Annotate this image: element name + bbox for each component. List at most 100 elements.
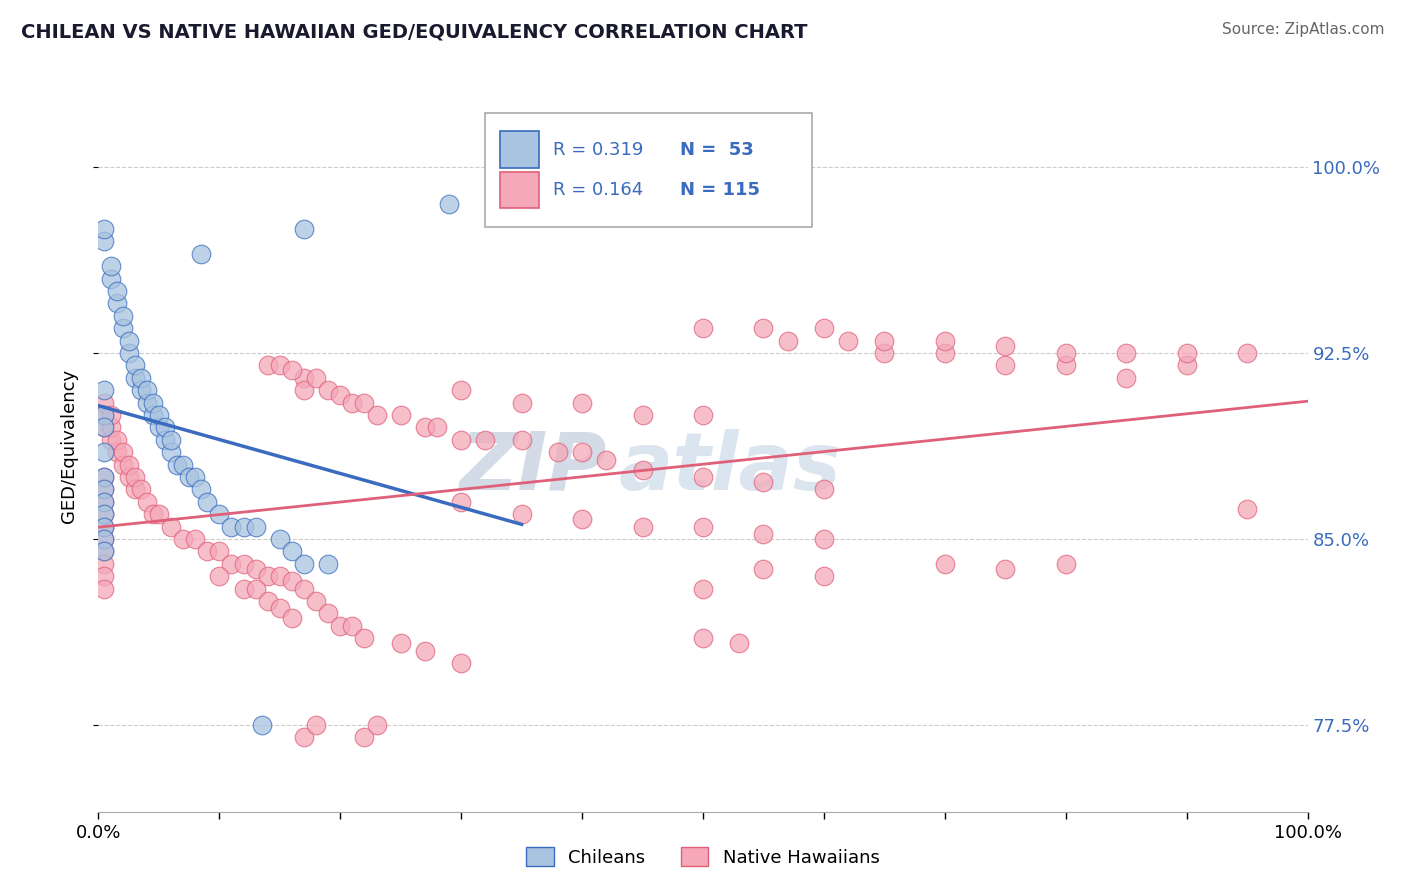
Point [692, 408, 714, 422]
Point [93, 483, 115, 497]
Point [547, 445, 569, 459]
Point [269, 359, 291, 373]
Point [208, 507, 231, 521]
Point [873, 346, 896, 360]
Point [93, 532, 115, 546]
Point [232, 519, 254, 533]
Point [184, 532, 207, 546]
Y-axis label: GED/Equivalency: GED/Equivalency [59, 369, 77, 523]
Point [692, 470, 714, 484]
Point [93, 445, 115, 459]
Point [329, 619, 352, 633]
Point [129, 383, 152, 397]
Point [571, 445, 593, 459]
Point [245, 562, 267, 576]
Point [93, 408, 115, 422]
Point [172, 532, 194, 546]
Point [195, 495, 218, 509]
Point [245, 582, 267, 596]
Point [1236, 346, 1258, 360]
Point [776, 334, 799, 348]
Point [292, 731, 315, 745]
Point [111, 309, 134, 323]
Point [208, 544, 231, 558]
Point [256, 569, 278, 583]
Point [93, 519, 115, 533]
Point [752, 527, 775, 541]
Point [221, 519, 243, 533]
Point [510, 395, 533, 409]
Point [111, 321, 134, 335]
Point [184, 470, 207, 484]
Point [437, 197, 460, 211]
Point [342, 395, 364, 409]
Point [1054, 557, 1077, 571]
Point [93, 544, 115, 558]
Point [269, 601, 291, 615]
Point [994, 338, 1017, 352]
Point [100, 408, 122, 422]
Point [160, 519, 183, 533]
Point [342, 619, 364, 633]
Point [93, 408, 115, 422]
Point [100, 271, 122, 285]
Point [111, 458, 134, 472]
Point [1054, 359, 1077, 373]
Point [692, 631, 714, 645]
Point [292, 557, 315, 571]
Point [269, 569, 291, 583]
Point [450, 433, 472, 447]
FancyBboxPatch shape [501, 171, 538, 208]
Point [316, 557, 339, 571]
Point [100, 420, 122, 434]
Point [934, 557, 956, 571]
Point [221, 557, 243, 571]
Point [292, 582, 315, 596]
Point [208, 569, 231, 583]
Point [160, 433, 183, 447]
Point [316, 383, 339, 397]
Point [124, 483, 146, 497]
Point [752, 475, 775, 489]
Point [305, 371, 328, 385]
Point [752, 562, 775, 576]
Point [571, 395, 593, 409]
Point [166, 458, 188, 472]
Point [100, 433, 122, 447]
Point [837, 334, 859, 348]
Point [190, 483, 212, 497]
Point [631, 519, 654, 533]
Point [172, 458, 194, 472]
Point [281, 363, 304, 377]
Point [93, 557, 115, 571]
Point [292, 222, 315, 236]
Point [153, 420, 176, 434]
Point [256, 359, 278, 373]
Point [1175, 346, 1198, 360]
Point [813, 569, 835, 583]
Point [93, 420, 115, 434]
Text: R = 0.164: R = 0.164 [553, 181, 644, 199]
Point [93, 470, 115, 484]
Text: N = 115: N = 115 [681, 181, 761, 199]
Point [426, 420, 449, 434]
Point [292, 383, 315, 397]
Point [366, 408, 388, 422]
Point [934, 334, 956, 348]
Point [873, 334, 896, 348]
Point [153, 433, 176, 447]
FancyBboxPatch shape [485, 113, 811, 227]
Point [232, 557, 254, 571]
Point [256, 594, 278, 608]
Point [93, 495, 115, 509]
Point [93, 532, 115, 546]
Point [728, 636, 751, 650]
Point [179, 470, 201, 484]
Point [994, 359, 1017, 373]
Point [329, 388, 352, 402]
Point [135, 395, 157, 409]
Point [692, 519, 714, 533]
Point [93, 470, 115, 484]
Point [692, 321, 714, 335]
Point [118, 334, 141, 348]
